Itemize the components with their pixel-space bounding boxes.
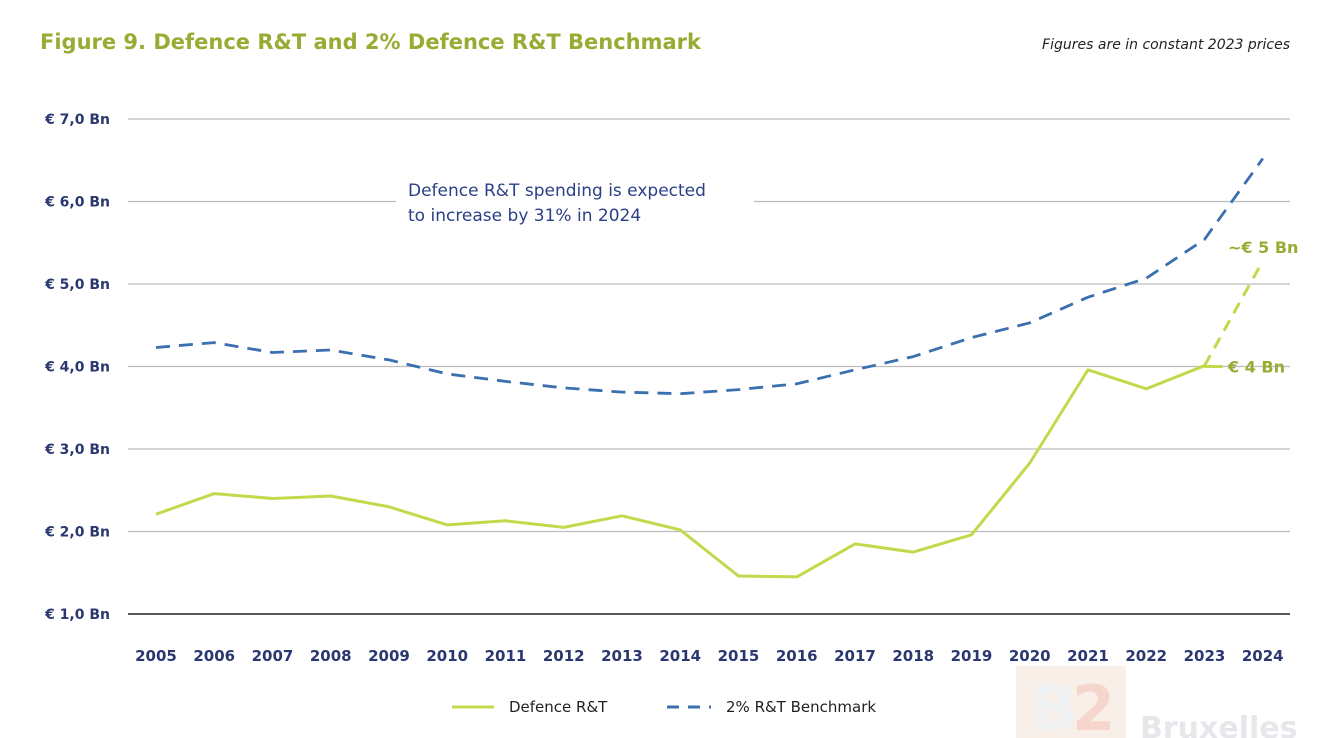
legend: Defence R&T 2% R&T Benchmark [452, 698, 876, 716]
y-tick-label: € 7,0 Bn [44, 112, 110, 128]
watermark-logo: B 2 Bruxelles [1016, 666, 1298, 738]
end-label-5bn: ~€ 5 Bn [1228, 238, 1298, 257]
x-tick-label: 2010 [426, 647, 468, 665]
2-r-t-benchmark-line [155, 157, 1264, 396]
y-tick-label: € 3,0 Bn [44, 442, 110, 458]
y-axis: € 1,0 Bn € 2,0 Bn € 3,0 Bn € 4,0 Bn € 5,0 Bn… [44, 112, 110, 623]
legend-label-benchmark: 2% R&T Benchmark [726, 698, 876, 716]
x-tick-label: 2007 [252, 647, 294, 665]
chart-subtitle: Figures are in constant 2023 prices [1042, 37, 1290, 53]
x-tick-label: 2006 [193, 647, 235, 665]
x-tick-label: 2022 [1125, 647, 1167, 665]
annotation-background [396, 176, 754, 234]
x-tick-label: 2019 [951, 647, 993, 665]
x-tick-label: 2013 [601, 647, 643, 665]
annotation-line-2: to increase by 31% in 2024 [408, 206, 641, 226]
x-tick-label: 2017 [834, 647, 876, 665]
series-group [155, 157, 1265, 579]
x-tick-label: 2009 [368, 647, 410, 665]
y-tick-label: € 5,0 Bn [44, 277, 110, 293]
legend-label-defence-rt: Defence R&T [509, 698, 608, 716]
x-axis: 2005 2006 2007 2008 2009 2010 2011 2012 2013 2014… [135, 647, 1284, 665]
x-tick-label: 2021 [1067, 647, 1109, 665]
y-tick-label: € 4,0 Bn [44, 360, 110, 376]
y-tick-label: € 2,0 Bn [44, 525, 110, 541]
x-tick-label: 2018 [892, 647, 934, 665]
x-tick-label: 2015 [718, 647, 760, 665]
y-tick-label: € 6,0 Bn [44, 195, 110, 211]
x-tick-label: 2012 [543, 647, 585, 665]
svg-text:B: B [1030, 672, 1077, 738]
x-tick-label: 2014 [659, 647, 701, 665]
annotation-line-1: Defence R&T spending is expected [408, 181, 706, 201]
end-labels: € 4 Bn ~€ 5 Bn [1227, 238, 1298, 377]
x-tick-label: 2011 [485, 647, 527, 665]
svg-text:Bruxelles: Bruxelles [1140, 711, 1298, 738]
x-tick-label: 2008 [310, 647, 352, 665]
svg-text:2: 2 [1072, 672, 1115, 738]
chart-title: Figure 9. Defence R&T and 2% Defence R&T… [40, 30, 701, 54]
x-tick-label: 2024 [1242, 647, 1284, 665]
y-tick-label: € 1,0 Bn [44, 607, 110, 623]
defence-r-t-line [155, 364, 1206, 579]
defence-r-t-projection-line [1203, 260, 1265, 367]
x-tick-label: 2016 [776, 647, 818, 665]
x-tick-label: 2020 [1009, 647, 1051, 665]
x-tick-label: 2023 [1184, 647, 1226, 665]
end-label-4bn: € 4 Bn [1227, 358, 1285, 377]
x-tick-label: 2005 [135, 647, 177, 665]
